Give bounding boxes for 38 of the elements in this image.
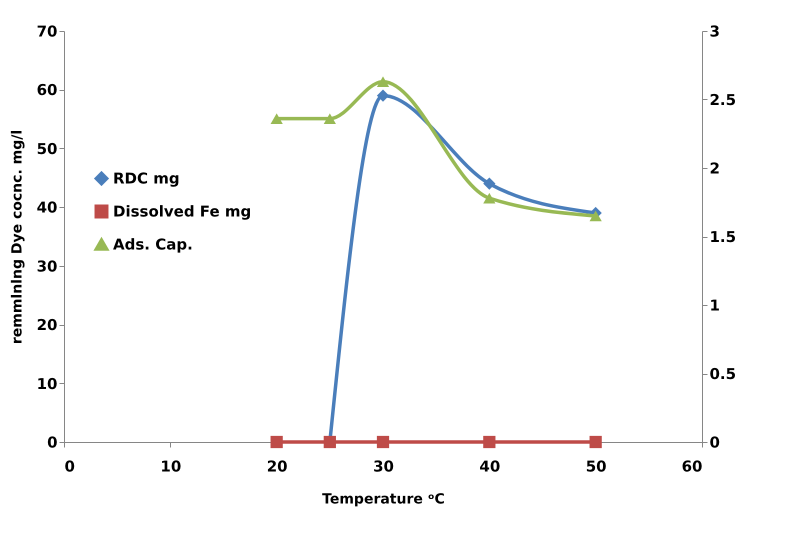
y2-tick-label: 0 bbox=[710, 434, 720, 452]
point bbox=[483, 436, 496, 448]
y-axis-title: remmlnlng Dye cocnc. mg/l bbox=[10, 130, 26, 344]
y2-tick-label: 2 bbox=[710, 160, 720, 178]
x-tick-label: 60 bbox=[682, 458, 702, 476]
y-tick-label: 40 bbox=[36, 198, 58, 217]
y-tick-label: 60 bbox=[36, 81, 58, 100]
point bbox=[483, 192, 496, 204]
x-tick-label: 40 bbox=[479, 458, 500, 476]
y2-tick-label: 2.5 bbox=[710, 91, 736, 109]
y-tick-label: 10 bbox=[36, 374, 58, 393]
y-tick-label: 0 bbox=[47, 434, 58, 452]
point bbox=[270, 436, 283, 448]
y2-tick-label: 0.5 bbox=[710, 365, 736, 383]
y2-tick-label: 3 bbox=[710, 22, 720, 40]
y2-tick-label: 1.5 bbox=[710, 228, 736, 246]
legend-label: Ads. Cap. bbox=[113, 236, 193, 254]
legend-label: RDC mg bbox=[113, 170, 180, 188]
point bbox=[376, 76, 390, 87]
point bbox=[376, 89, 390, 102]
y-tick-label: 50 bbox=[36, 140, 58, 158]
x-tick-label: 10 bbox=[160, 458, 182, 476]
y-tick-label: 70 bbox=[36, 22, 58, 40]
y-tick-label: 20 bbox=[36, 316, 58, 334]
y2-tick-label: 1 bbox=[710, 296, 720, 314]
point bbox=[270, 113, 283, 124]
y-tick-label: 30 bbox=[36, 257, 58, 276]
point bbox=[483, 178, 496, 190]
x-tick-label: 50 bbox=[586, 458, 607, 476]
x-tick-label: 20 bbox=[266, 458, 288, 476]
x-tick-label: 30 bbox=[373, 458, 394, 476]
x-axis-title: Temperature ᵒC bbox=[322, 492, 445, 508]
legend-label: Dissolved Fe mg bbox=[113, 202, 252, 220]
point bbox=[324, 113, 336, 124]
point bbox=[590, 210, 602, 222]
point bbox=[590, 436, 602, 448]
x-tick-label: 0 bbox=[64, 458, 75, 476]
point bbox=[376, 436, 390, 448]
